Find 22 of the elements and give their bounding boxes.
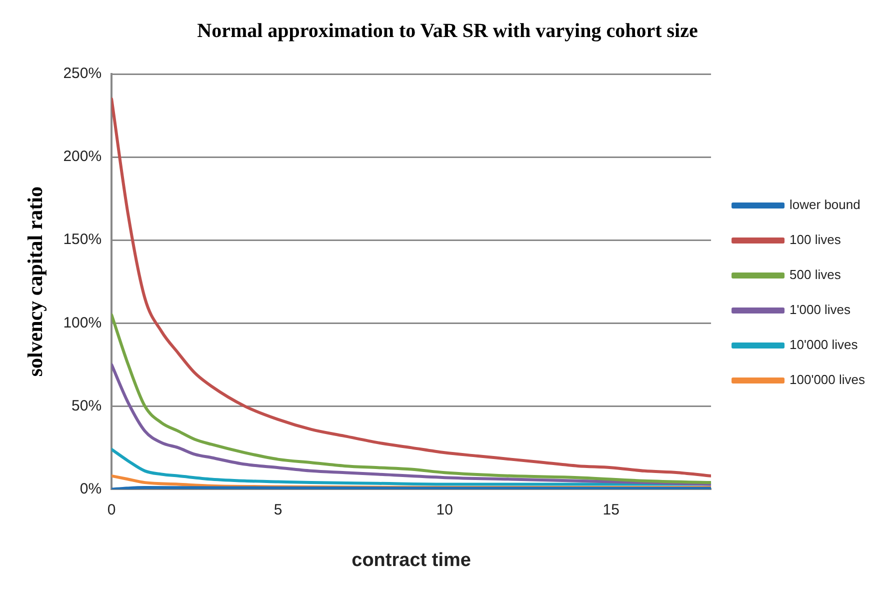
x-axis-title: contract time	[352, 550, 471, 571]
y-tick-label: 200%	[63, 148, 102, 166]
y-tick-label: 50%	[72, 397, 102, 414]
y-axis-title: solvency capital ratio	[23, 186, 48, 377]
line-series	[112, 313, 712, 484]
legend-label: 1'000 lives	[790, 302, 852, 318]
y-tick-label: 150%	[63, 231, 102, 248]
legend-label: 100'000 lives	[790, 372, 866, 388]
y-tick-label: 250%	[63, 65, 102, 82]
legend-label: lower bound	[790, 197, 860, 212]
y-tick-label: 100%	[63, 314, 102, 332]
line-series	[112, 97, 712, 478]
x-tick-label: 5	[274, 501, 282, 518]
legend-label: 100 lives	[790, 232, 842, 248]
legend-label: 500 lives	[790, 267, 842, 282]
y-tick-label: 0%	[80, 480, 102, 498]
legend-label: 10'000 lives	[790, 337, 858, 352]
chart-title: Normal approximation to VaR SR with varying cohort size	[197, 20, 698, 42]
line-series	[112, 363, 712, 486]
x-tick-label: 0	[107, 501, 116, 518]
x-tick-label: 15	[602, 501, 620, 518]
x-tick-label: 10	[436, 501, 453, 518]
